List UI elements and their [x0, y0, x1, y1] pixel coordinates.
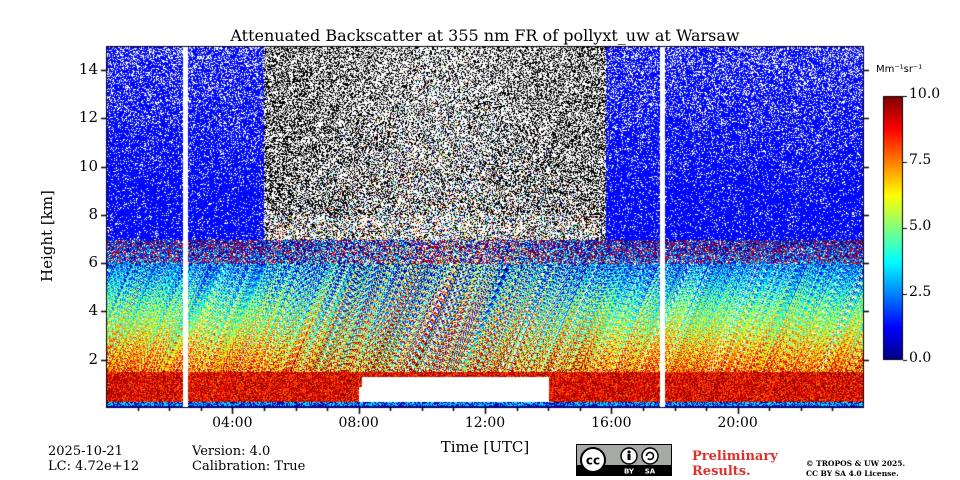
x-axis-label: Time [UTC]: [440, 438, 530, 456]
x-tick-label: 08:00: [338, 415, 379, 431]
x-tick-label: 12:00: [464, 415, 506, 431]
y-tick-label: 6: [88, 253, 98, 272]
meta-calibration: Calibration: True: [192, 459, 306, 474]
meta-lc: LC: 4.72e+12: [48, 459, 140, 474]
svg-text:SA: SA: [645, 468, 656, 476]
y-tick-label: 12: [78, 108, 98, 127]
cc-license-badge: cc BY SA: [576, 444, 672, 476]
y-tick-label: 8: [88, 204, 98, 223]
colorbar-tick-label: 0.0: [909, 350, 932, 366]
copyright-line2: CC BY SA 4.0 License.: [806, 469, 899, 478]
cc-license-icon: cc BY SA: [577, 447, 671, 476]
x-tick-label: 16:00: [591, 415, 632, 431]
meta-version: Version: 4.0: [192, 444, 271, 459]
y-tick-label: 14: [78, 60, 98, 79]
colorbar-tick-label: 7.5: [909, 152, 932, 168]
colorbar-tick-label: 5.0: [909, 218, 932, 234]
x-tick-label: 04:00: [212, 415, 253, 431]
preliminary-line1: Preliminary: [692, 449, 778, 464]
y-tick-label: 10: [78, 156, 98, 175]
copyright-note: © TROPOS & UW 2025. CC BY SA 4.0 License…: [806, 459, 905, 479]
y-axis-label: Height [km]: [38, 190, 56, 282]
copyright-line1: © TROPOS & UW 2025.: [806, 459, 906, 468]
svg-text:BY: BY: [624, 468, 635, 476]
preliminary-note: Preliminary Results.: [692, 449, 778, 479]
preliminary-line2: Results.: [692, 464, 751, 479]
colorbar-unit: Mm⁻¹sr⁻¹: [876, 64, 923, 75]
colorbar-tick-label: 10.0: [909, 86, 941, 102]
chart-title: Attenuated Backscatter at 355 nm FR of p…: [230, 26, 740, 45]
x-tick-label: 20:00: [717, 415, 758, 431]
svg-text:cc: cc: [586, 454, 600, 468]
y-tick-label: 2: [88, 349, 98, 368]
meta-date: 2025-10-21: [48, 444, 123, 459]
y-tick-label: 4: [88, 301, 98, 320]
colorbar-tick-label: 2.5: [909, 284, 932, 300]
